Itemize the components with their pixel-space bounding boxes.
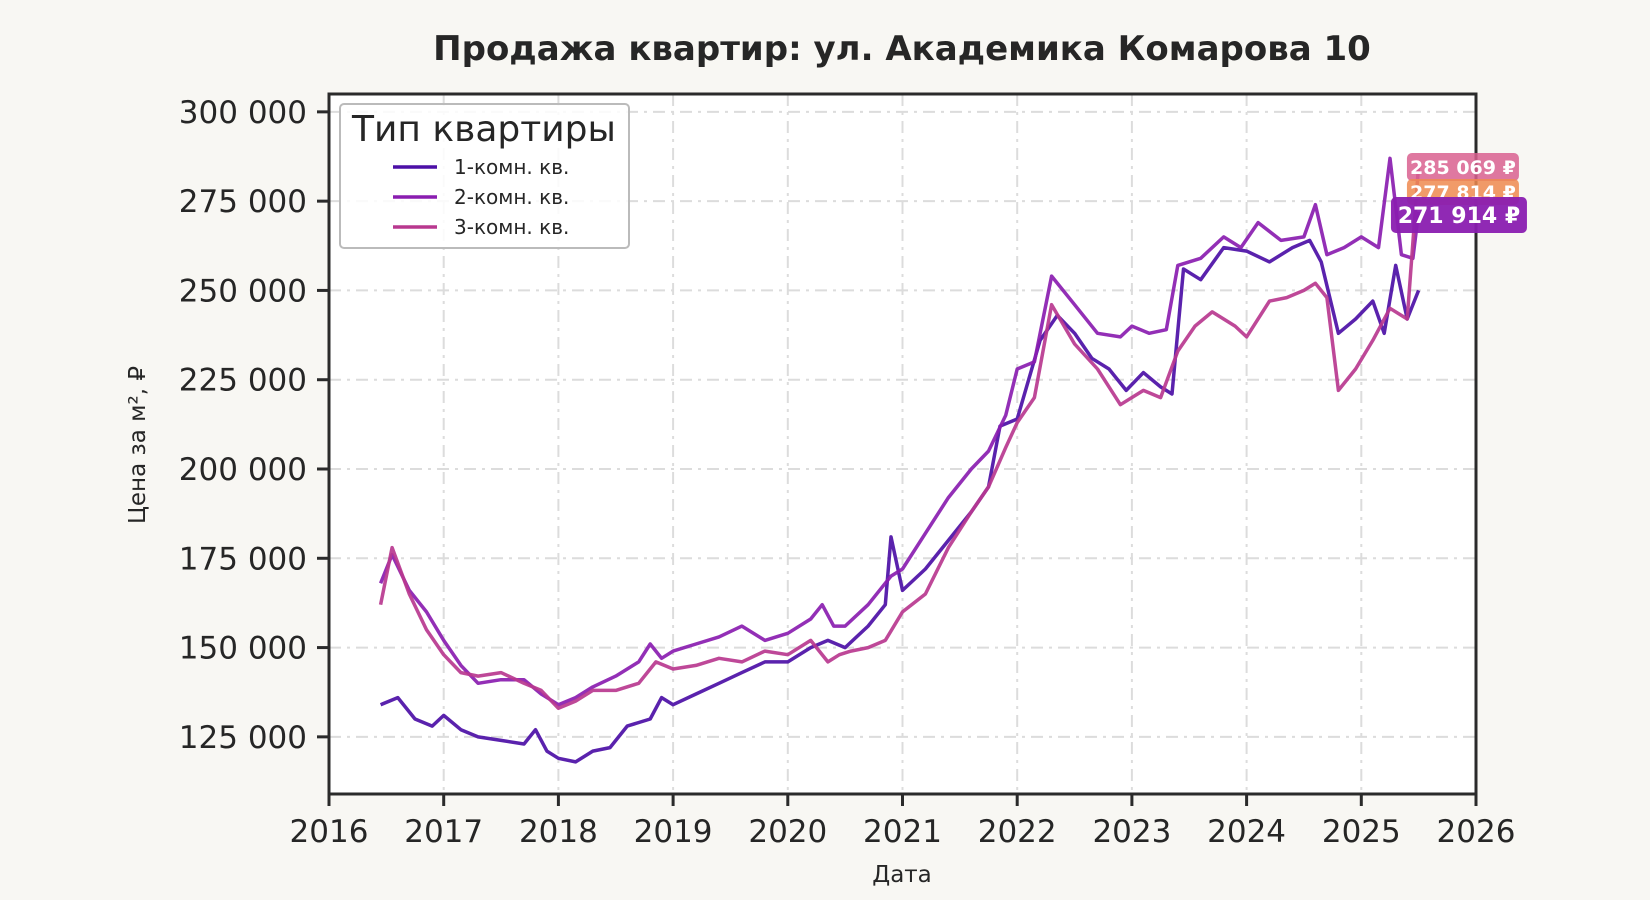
- series-line-3: [378, 165, 1421, 711]
- legend-entry: 1-комн. кв.: [454, 155, 569, 179]
- y-tick-label: 225 000: [179, 363, 307, 399]
- y-axis: 125 000 150 000 175 000 200 000 225 000 250 0…: [179, 95, 329, 756]
- x-tick-label: 2022: [978, 814, 1057, 850]
- last-value-badges: 285 069 ₽277 814 ₽271 914 ₽: [1390, 153, 1527, 233]
- y-tick-label: 250 000: [179, 273, 307, 309]
- x-tick-label: 2016: [290, 814, 369, 850]
- x-tick-label: 2024: [1207, 814, 1286, 850]
- x-axis: 2016 2017 2018 2019 2020 2021 2022 2023 2024 2025…: [290, 794, 1516, 850]
- x-tick-label: 2018: [519, 814, 598, 850]
- y-tick-label: 175 000: [179, 541, 307, 577]
- legend-title: Тип квартиры: [351, 109, 616, 150]
- series-lines: [378, 156, 1421, 764]
- y-tick-label: 150 000: [179, 631, 307, 667]
- x-tick-label: 2021: [863, 814, 942, 850]
- x-tick-label: 2026: [1437, 814, 1516, 850]
- x-tick-label: 2020: [748, 814, 827, 850]
- legend-box: [339, 103, 630, 249]
- legend-entry: 2-комн. кв.: [454, 185, 569, 209]
- value-badge: [1390, 197, 1527, 233]
- y-axis-label: Цена за м², ₽: [125, 366, 151, 524]
- y-tick-label: 200 000: [179, 452, 307, 488]
- y-tick-label: 300 000: [179, 95, 307, 131]
- y-tick-label: 275 000: [179, 184, 307, 220]
- value-badge: [1406, 153, 1519, 181]
- x-tick-label: 2023: [1092, 814, 1171, 850]
- x-tick-label: 2017: [404, 814, 483, 850]
- y-tick-label: 125 000: [179, 720, 307, 756]
- x-tick-label: 2019: [634, 814, 713, 850]
- legend-entry: 3-комн. кв.: [454, 215, 569, 239]
- value-badge-text: 285 069 ₽: [1410, 157, 1516, 179]
- series-line-1: [379, 238, 1421, 764]
- chart-title: Продажа квартир: ул. Академика Комарова …: [433, 29, 1371, 69]
- x-axis-label: Дата: [872, 862, 932, 888]
- x-tick-label: 2025: [1322, 814, 1401, 850]
- value-badge-text: 271 914 ₽: [1398, 204, 1520, 229]
- legend: Тип квартиры 1-комн. кв. 2-комн. кв. 3-ком…: [339, 103, 630, 249]
